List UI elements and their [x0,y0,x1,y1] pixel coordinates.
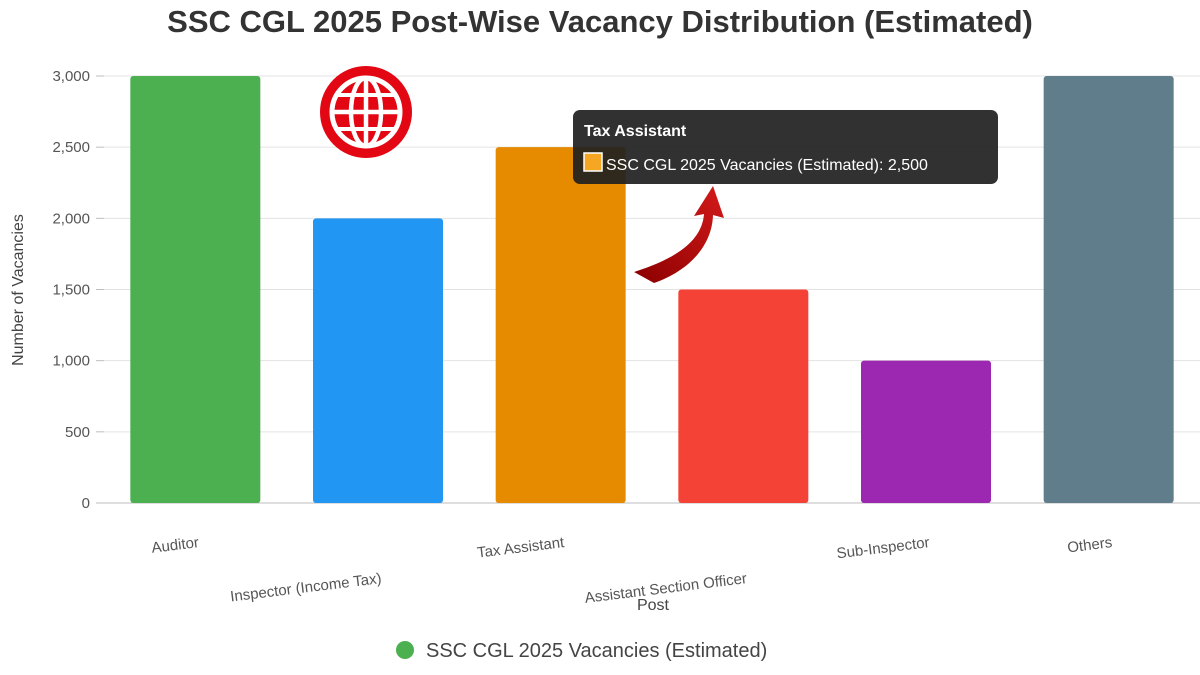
x-tick-label: Inspector (Income Tax) [229,570,382,605]
tooltip-title: Tax Assistant [584,123,687,140]
globe-icon [320,66,412,158]
x-tick-label: Others [1066,534,1113,556]
x-tick-label: Tax Assistant [476,534,566,562]
tooltip-swatch [583,152,603,172]
x-tick-label: Sub-Inspector [836,534,931,562]
bar-assistant-section-officer[interactable] [678,289,809,504]
arrow-icon [634,186,724,283]
bars [130,76,1174,504]
y-tick-label: 0 [82,495,90,512]
bar-inspector-income-tax[interactable] [313,218,443,504]
y-axis-ticks: 0 500 1,000 1,500 2,000 2,500 3,000 [52,68,90,512]
y-axis-title: Number of Vacancies [10,214,27,366]
tooltip: Tax Assistant SSC CGL 2025 Vacancies (Es… [573,110,998,184]
y-tick-label: 2,000 [52,210,90,227]
legend-swatch [396,641,414,659]
tooltip-body: SSC CGL 2025 Vacancies (Estimated): 2,50… [606,157,928,174]
legend: SSC CGL 2025 Vacancies (Estimated) [396,640,767,662]
bar-others[interactable] [1043,76,1174,503]
y-tick-label: 1,500 [52,282,90,299]
bar-sub-inspector[interactable] [861,360,991,503]
legend-label: SSC CGL 2025 Vacancies (Estimated) [426,640,767,662]
x-axis-ticks: Auditor Inspector (Income Tax) Tax Assista… [151,534,1114,607]
bar-auditor[interactable] [130,76,261,503]
y-tick-label: 3,000 [52,68,90,85]
x-tick-label: Auditor [151,534,200,557]
x-axis-title: Post [637,597,670,614]
bar-tax-assistant[interactable] [495,147,626,503]
y-tick-label: 500 [65,424,90,441]
chart-title: SSC CGL 2025 Post-Wise Vacancy Distribut… [167,4,1033,39]
y-tick-label: 2,500 [52,139,90,156]
y-tick-label: 1,000 [52,353,90,370]
